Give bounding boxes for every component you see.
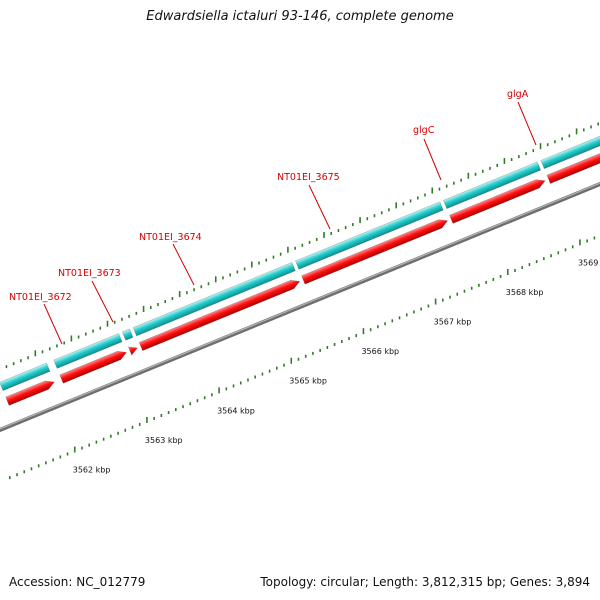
gene-labels: NT01EI_3672 NT01EI_3673 NT01EI_3674 NT01EI_… bbox=[9, 89, 537, 345]
gene-block-forward bbox=[126, 346, 138, 356]
gene-leader-line bbox=[423, 138, 442, 181]
gene-block-reverse bbox=[0, 362, 51, 391]
reverse-strand-track bbox=[0, 117, 600, 391]
lower-tick-row bbox=[9, 236, 596, 480]
genome-backbone bbox=[0, 181, 600, 433]
gene-block-forward bbox=[59, 350, 128, 384]
gene-label: NT01EI_3673 bbox=[58, 268, 121, 279]
gene-block-reverse bbox=[295, 201, 444, 270]
gene-block-reverse bbox=[132, 262, 296, 337]
genome-backbone-highlight bbox=[0, 182, 600, 430]
gene-block-forward bbox=[449, 179, 546, 224]
kbp-label: 3563 kbp bbox=[145, 436, 183, 445]
gene-block-reverse bbox=[443, 161, 542, 210]
gene-leader-line bbox=[517, 101, 537, 146]
kbp-label: 3564 kbp bbox=[217, 406, 255, 415]
gene-block-forward bbox=[546, 134, 600, 184]
kbp-label: 3569 kbp bbox=[578, 258, 600, 267]
gene-label: glgA bbox=[507, 89, 529, 100]
gene-block-reverse bbox=[53, 333, 123, 369]
gene-leader-line bbox=[91, 280, 114, 323]
kbp-label: 3566 kbp bbox=[361, 347, 399, 356]
gene-leader-line bbox=[43, 303, 63, 345]
gene-label: NT01EI_3674 bbox=[139, 232, 202, 243]
gene-label: NT01EI_3672 bbox=[9, 292, 72, 303]
kbp-scale-labels: 3562 kbp 3563 kbp 3564 kbp 3565 kbp 3566 kbp… bbox=[73, 258, 600, 474]
kbp-label: 3562 kbp bbox=[73, 466, 111, 475]
gene-block-forward bbox=[138, 279, 301, 352]
gene-block-reverse bbox=[121, 328, 134, 341]
gene-block-reverse bbox=[540, 117, 600, 170]
gene-leader-line bbox=[308, 184, 331, 230]
kbp-label: 3565 kbp bbox=[289, 377, 327, 386]
upper-tick-row bbox=[0, 122, 600, 372]
genome-summary-text: Topology: circular; Length: 3,812,315 bp… bbox=[260, 575, 590, 589]
accession-text: Accession: NC_012779 bbox=[9, 575, 146, 589]
kbp-label: 3568 kbp bbox=[506, 288, 544, 297]
kbp-label: 3567 kbp bbox=[434, 318, 472, 327]
gene-block-forward bbox=[5, 380, 55, 406]
gene-label: glgC bbox=[413, 125, 435, 136]
forward-strand-track bbox=[5, 134, 600, 406]
map-title: Edwardsiella ictaluri 93-146, complete g… bbox=[146, 9, 454, 24]
gene-block-forward bbox=[301, 219, 449, 285]
gene-leader-line bbox=[172, 243, 195, 286]
gene-label: NT01EI_3675 bbox=[277, 172, 340, 183]
